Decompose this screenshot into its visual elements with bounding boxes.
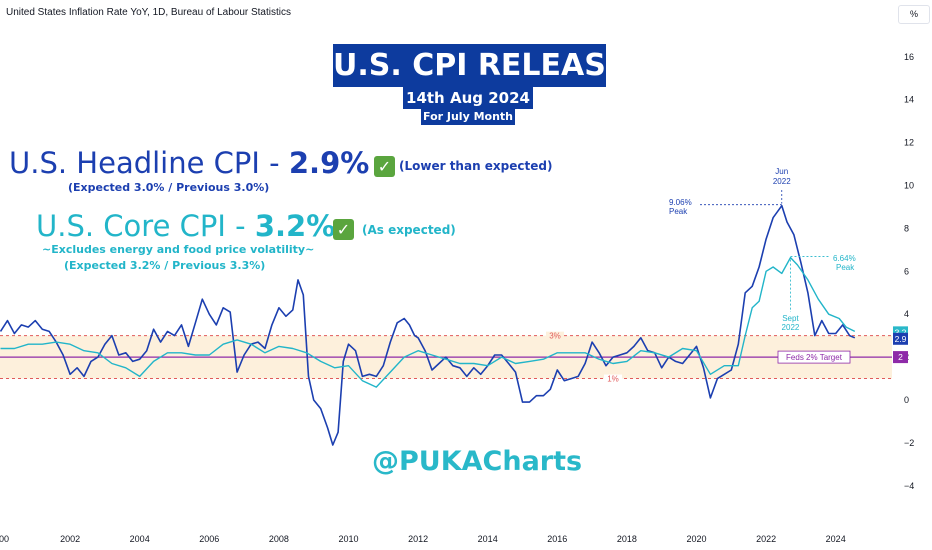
y-tick-label: 12 bbox=[904, 138, 914, 148]
core-cpi-title: U.S. Core CPI - 3.2% bbox=[36, 209, 335, 243]
headline-cpi-title: U.S. Headline CPI - 2.9% bbox=[9, 146, 369, 180]
x-tick-label: 2012 bbox=[408, 534, 428, 544]
banner-period: For July Month bbox=[421, 108, 515, 125]
y-tick-label: 6 bbox=[904, 266, 909, 276]
chart-header-title: United States Inflation Rate YoY, 1D, Bu… bbox=[6, 7, 291, 18]
annotation-label: Peak bbox=[669, 207, 688, 216]
fed-target-tag: Feds 2% Target bbox=[786, 353, 843, 362]
x-tick-label: 2010 bbox=[338, 534, 358, 544]
core-expectation: (Expected 3.2% / Previous 3.3%) bbox=[64, 259, 266, 272]
percent-scale-button[interactable]: % bbox=[898, 5, 930, 24]
y-tick-label: 8 bbox=[904, 223, 909, 233]
watermark: @PUKACharts bbox=[372, 446, 583, 477]
x-tick-label: 2024 bbox=[826, 534, 846, 544]
core-cpi-value: 3.2% bbox=[254, 209, 336, 243]
x-tick-label: 2018 bbox=[617, 534, 637, 544]
check-icon: ✓ bbox=[374, 156, 395, 177]
annotation-label: 6.64% bbox=[833, 254, 856, 263]
banner-title: U.S. CPI RELEASED bbox=[333, 44, 651, 87]
y-tick-label: 10 bbox=[904, 181, 914, 191]
last-value-label: 2.9 bbox=[895, 334, 907, 344]
headline-cpi-value: 2.9% bbox=[288, 146, 370, 180]
annotation-label: Sept bbox=[782, 314, 799, 323]
y-tick-label: 0 bbox=[904, 395, 909, 405]
reference-label-3pct: 3% bbox=[549, 332, 561, 341]
x-tick-label: 2022 bbox=[756, 534, 776, 544]
x-tick-label: 2014 bbox=[478, 534, 498, 544]
x-tick-label: 2016 bbox=[547, 534, 567, 544]
last-value-tag bbox=[893, 351, 908, 364]
core-note: ~Excludes energy and food price volatili… bbox=[42, 243, 315, 256]
annotation-label: Jun bbox=[775, 167, 788, 176]
y-tick-label: 14 bbox=[904, 95, 914, 105]
x-tick-label: 2008 bbox=[269, 534, 289, 544]
annotation-label: 2022 bbox=[773, 177, 791, 186]
y-tick-label: 4 bbox=[904, 309, 909, 319]
annotation-label: 9.06% bbox=[669, 198, 692, 207]
x-tick-label: 2002 bbox=[60, 534, 80, 544]
last-value-tag bbox=[893, 332, 908, 345]
core-verdict: (As expected) bbox=[362, 223, 456, 237]
core-cpi-label: U.S. Core CPI - bbox=[36, 209, 255, 243]
banner-date: 14th Aug 2024 bbox=[403, 87, 533, 109]
x-tick-label: 2004 bbox=[130, 534, 150, 544]
headline-cpi-label: U.S. Headline CPI - bbox=[9, 146, 289, 180]
y-tick-label: −4 bbox=[904, 481, 914, 491]
reference-label-1pct: 1% bbox=[607, 375, 619, 384]
last-value-label: 3.2 bbox=[895, 327, 907, 337]
headline-cpi-line bbox=[0, 204, 856, 446]
x-tick-label: 2020 bbox=[686, 534, 706, 544]
check-icon: ✓ bbox=[333, 219, 354, 240]
y-tick-label: −2 bbox=[904, 438, 914, 448]
label-bg bbox=[604, 374, 622, 383]
headline-expectation: (Expected 3.0% / Previous 3.0%) bbox=[68, 181, 270, 194]
fed-target-tag-box bbox=[777, 350, 851, 364]
label-bg bbox=[546, 331, 564, 340]
headline-verdict: (Lower than expected) bbox=[399, 159, 553, 173]
annotation-label: Peak bbox=[836, 263, 855, 272]
annotation-label: 2022 bbox=[782, 323, 800, 332]
last-value-label: 2 bbox=[898, 352, 903, 362]
y-tick-label: 16 bbox=[904, 52, 914, 62]
x-tick-label: 00 bbox=[0, 534, 9, 544]
core-cpi-line bbox=[0, 256, 856, 388]
x-tick-label: 2006 bbox=[199, 534, 219, 544]
